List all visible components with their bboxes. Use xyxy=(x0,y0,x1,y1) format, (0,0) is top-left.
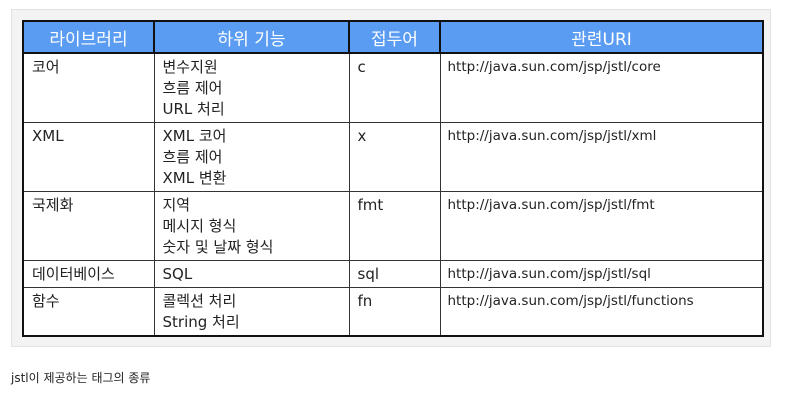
jstl-library-table: 라이브러리 하위 기능 접두어 관련URI 코어 변수지원 흐름 제어 URL … xyxy=(22,20,764,337)
feature-item: XML 변환 xyxy=(162,169,227,187)
cell-prefix: fmt xyxy=(348,191,441,261)
table-row: 국제화 지역 메시지 형식 숫자 및 날짜 형식 fmt http://java… xyxy=(22,191,764,261)
table-row: 코어 변수지원 흐름 제어 URL 처리 c http://java.sun.c… xyxy=(22,52,764,123)
feature-item: 흐름 제어 xyxy=(162,79,223,97)
table-row: 함수 콜렉션 처리 String 처리 fn http://java.sun.c… xyxy=(22,287,764,337)
figure-caption: jstl이 제공하는 태그의 종류 xyxy=(11,371,151,385)
cell-prefix: sql xyxy=(348,260,441,288)
cell-library: 함수 xyxy=(22,287,155,337)
cell-features: 변수지원 흐름 제어 URL 처리 xyxy=(153,52,350,123)
cell-features: 지역 메시지 형식 숫자 및 날짜 형식 xyxy=(153,191,350,261)
cell-features: XML 코어 흐름 제어 XML 변환 xyxy=(153,122,350,192)
cell-uri: http://java.sun.com/jsp/jstl/functions xyxy=(439,287,764,337)
header-uri: 관련URI xyxy=(439,20,764,54)
cell-library: 코어 xyxy=(22,52,155,123)
cell-prefix: c xyxy=(348,52,441,123)
header-library: 라이브러리 xyxy=(22,20,155,54)
feature-item: String 처리 xyxy=(162,313,240,331)
table-figure: 라이브러리 하위 기능 접두어 관련URI 코어 변수지원 흐름 제어 URL … xyxy=(11,9,771,347)
feature-item: 메시지 형식 xyxy=(162,217,237,235)
feature-item: XML 코어 xyxy=(162,127,227,145)
cell-uri: http://java.sun.com/jsp/jstl/core xyxy=(439,52,764,123)
header-row: 라이브러리 하위 기능 접두어 관련URI xyxy=(22,20,764,54)
cell-prefix: x xyxy=(348,122,441,192)
cell-uri: http://java.sun.com/jsp/jstl/sql xyxy=(439,260,764,288)
feature-item: URL 처리 xyxy=(162,100,225,118)
feature-item: 지역 xyxy=(162,196,191,214)
cell-library: 국제화 xyxy=(22,191,155,261)
feature-item: 변수지원 xyxy=(162,58,218,76)
cell-library: XML xyxy=(22,122,155,192)
cell-prefix: fn xyxy=(348,287,441,337)
feature-item: SQL xyxy=(162,265,193,283)
header-prefix: 접두어 xyxy=(348,20,441,54)
feature-item: 흐름 제어 xyxy=(162,148,223,166)
cell-uri: http://java.sun.com/jsp/jstl/fmt xyxy=(439,191,764,261)
feature-item: 숫자 및 날짜 형식 xyxy=(162,238,274,256)
table-row: 데이터베이스 SQL sql http://java.sun.com/jsp/j… xyxy=(22,260,764,288)
cell-uri: http://java.sun.com/jsp/jstl/xml xyxy=(439,122,764,192)
cell-library: 데이터베이스 xyxy=(22,260,155,288)
cell-features: 콜렉션 처리 String 처리 xyxy=(153,287,350,337)
table-row: XML XML 코어 흐름 제어 XML 변환 x http://java.su… xyxy=(22,122,764,192)
cell-features: SQL xyxy=(153,260,350,288)
feature-item: 콜렉션 처리 xyxy=(162,292,237,310)
header-features: 하위 기능 xyxy=(153,20,350,54)
